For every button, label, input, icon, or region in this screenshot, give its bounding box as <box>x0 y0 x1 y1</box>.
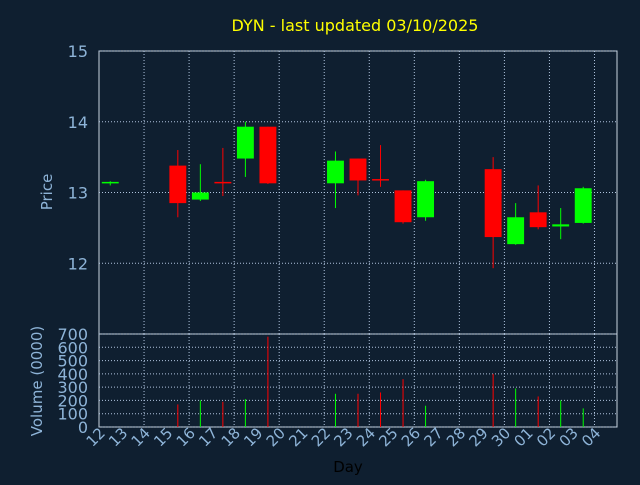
price-tick-label: 12 <box>68 254 88 273</box>
volume-tick-label: 700 <box>57 325 88 344</box>
candle-body <box>529 212 547 228</box>
volume-tick-label: 100 <box>57 405 88 424</box>
x-axis-label: Day <box>333 458 363 476</box>
candle-body <box>259 126 277 184</box>
candle-body <box>214 181 232 184</box>
price-tick-label: 15 <box>68 42 88 61</box>
candle-body <box>574 188 592 223</box>
volume-tick-label: 200 <box>57 391 88 410</box>
price-panel: 12 13 14 15 <box>68 42 618 335</box>
price-tick-label: 13 <box>68 184 88 203</box>
volume-tick-label: 0 <box>78 418 88 437</box>
volume-tick-label: 300 <box>57 378 88 397</box>
price-axis-label: Price <box>38 174 56 211</box>
candle-body <box>191 192 209 200</box>
x-tick-label: 04 <box>578 424 604 450</box>
volume-tick-label: 400 <box>57 365 88 384</box>
candle-body <box>552 224 570 227</box>
candle-body <box>417 181 435 218</box>
candle-body <box>101 181 119 184</box>
candle-body <box>394 190 412 223</box>
candle-body <box>349 158 367 181</box>
candle-body <box>372 179 389 181</box>
chart-title: DYN - last updated 03/10/2025 <box>232 16 479 35</box>
volume-tick-label: 600 <box>57 338 88 357</box>
volume-axis-label: Volume (0000) <box>28 326 46 436</box>
candle-body <box>327 160 344 184</box>
volume-tick-label: 500 <box>57 352 88 371</box>
candle-body <box>236 126 254 159</box>
candle-body <box>507 217 525 245</box>
candle-body <box>484 169 502 238</box>
x-tick-labels: 1213141516171819202122232425262728293001… <box>83 424 605 450</box>
candle-body <box>169 165 187 204</box>
price-tick-label: 14 <box>68 113 88 132</box>
